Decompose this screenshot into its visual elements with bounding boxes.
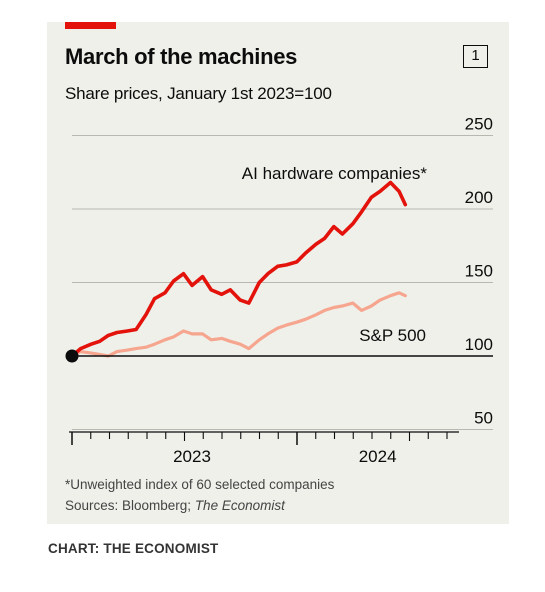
series-line-s-p-500 <box>70 291 407 358</box>
series-label-ai-hardware: AI hardware companies* <box>242 164 428 183</box>
chart-number-badge: 1 <box>463 45 488 68</box>
footnote: *Unweighted index of 60 selected compani… <box>65 477 335 492</box>
series-line-ai-hardware-companies <box>70 180 408 358</box>
y-tick-label-150: 150 <box>465 262 493 281</box>
baseline-origin-dot <box>65 349 79 363</box>
sources-publication: The Economist <box>194 498 285 513</box>
accent-bar <box>65 22 116 29</box>
line-chart: 50 100 150 200 250 2023 2024 AI hardware compan… <box>65 115 493 466</box>
y-tick-label-200: 200 <box>465 188 493 207</box>
sources-prefix: Sources: Bloomberg; <box>65 498 195 513</box>
y-tick-label-100: 100 <box>465 335 493 354</box>
y-tick-label-50: 50 <box>474 409 493 428</box>
x-tick-label-2024: 2024 <box>359 447 397 466</box>
series-label-sp500: S&P 500 <box>359 326 426 345</box>
chart-title: March of the machines <box>65 44 298 69</box>
chart-credit: CHART: THE ECONOMIST <box>48 541 219 556</box>
sources: Sources: Bloomberg; The Economist <box>65 498 285 513</box>
chart-subtitle: Share prices, January 1st 2023=100 <box>65 84 332 103</box>
chart-panel: March of the machines Share prices, Janu… <box>47 22 509 524</box>
x-tick-label-2023: 2023 <box>173 447 211 466</box>
y-tick-label-250: 250 <box>465 115 493 134</box>
